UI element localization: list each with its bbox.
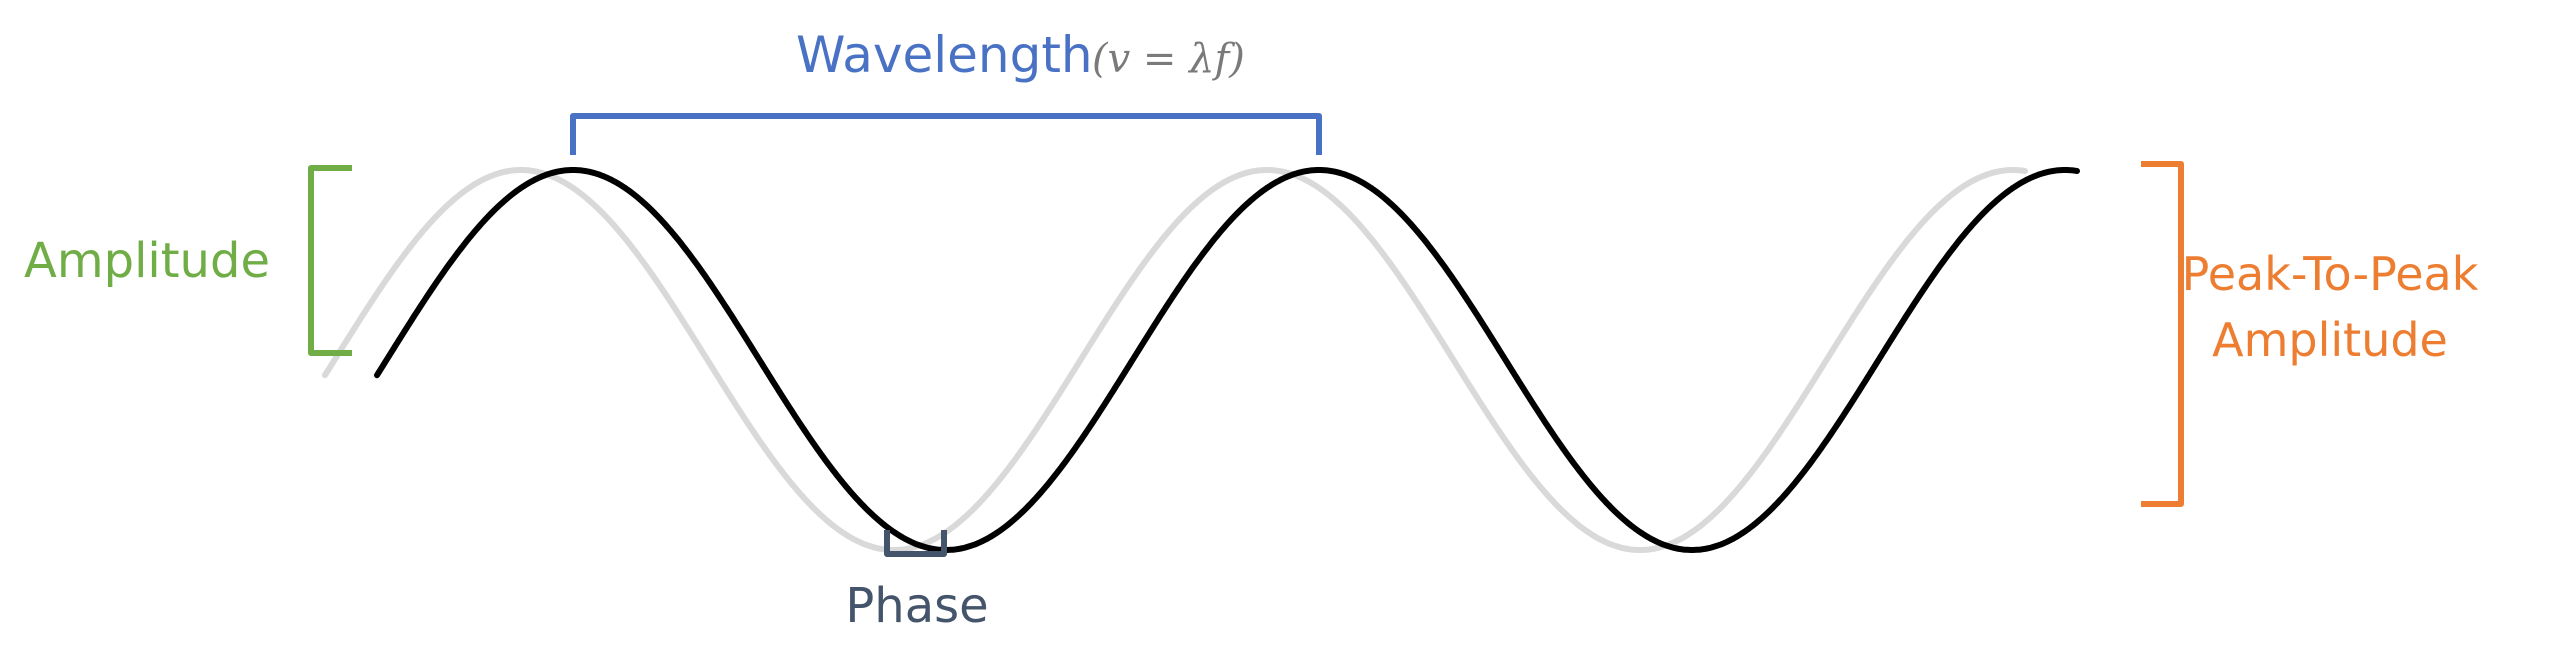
main-wave <box>374 167 2080 553</box>
phase-label: Phase <box>845 578 988 634</box>
amplitude-label: Amplitude <box>24 233 270 289</box>
wavelength-label: Wavelength <box>796 26 1093 84</box>
amplitude-bracket <box>308 165 352 356</box>
peak-to-peak-label-line2: Amplitude <box>2212 313 2448 367</box>
wavelength-bracket <box>570 113 1322 155</box>
peak-to-peak-label-line1: Peak-To-Peak <box>2182 247 2479 301</box>
peak-to-peak-bracket <box>2141 161 2184 507</box>
wavelength-formula: (v = λf) <box>1092 36 1245 82</box>
reference-wave <box>322 167 2028 553</box>
phase-bracket <box>884 530 947 557</box>
